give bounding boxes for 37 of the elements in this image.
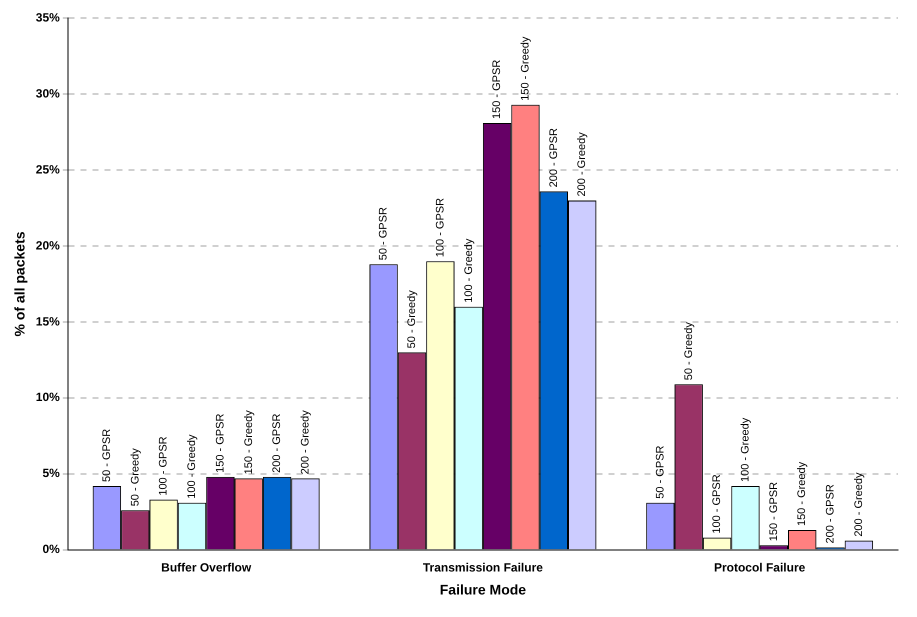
text: 200 - GPSR: [271, 414, 284, 473]
text: 150 - Greedy: [242, 410, 255, 474]
text: 200 - GPSR: [548, 128, 560, 188]
y-tick-label: 35%: [36, 10, 60, 25]
y-tick-label: 25%: [36, 162, 60, 176]
x-tick-label: Protocol Failure: [714, 560, 806, 574]
x-axis-title: Failure Mode: [440, 581, 526, 598]
text: 150 - GPSR: [491, 60, 504, 119]
y-tick-label: 5%: [42, 466, 60, 480]
text: 50 - GPSR: [378, 207, 390, 260]
text: 100 - Greedy: [462, 238, 475, 303]
text: 200 - Greedy: [852, 472, 865, 537]
y-tick-label: 30%: [36, 86, 60, 100]
text: 50 - Greedy: [406, 290, 418, 348]
y-tick-label: 0%: [42, 542, 60, 556]
text: 150 - GPSR: [768, 482, 780, 542]
text: 100 - GPSR: [711, 474, 724, 534]
y-tick-label: 20%: [36, 238, 60, 252]
x-tick-label: Buffer Overflow: [161, 560, 252, 574]
text: 200 - GPSR: [824, 484, 837, 544]
y-tick-label: 15%: [36, 314, 60, 328]
text: 150 - GPSR: [214, 414, 226, 473]
text: 100 - GPSR: [434, 198, 446, 258]
text: 100 - Greedy: [186, 434, 198, 499]
text: 200 - Greedy: [299, 410, 312, 474]
y-tick-label: 10%: [36, 390, 60, 404]
text: 50 - Greedy: [682, 322, 695, 380]
text: 50 - GPSR: [100, 428, 113, 482]
text: 200 - Greedy: [576, 132, 588, 196]
y-axis-title: % of all packets: [11, 231, 28, 337]
text: 150 - Greedy: [519, 36, 532, 101]
x-tick-label: Transmission Failure: [422, 560, 544, 574]
text: 100 - GPSR: [158, 436, 170, 496]
text: 150 - Greedy: [796, 462, 808, 526]
text: 100 - Greedy: [739, 418, 752, 482]
text: 50 - Greedy: [129, 448, 142, 506]
text: 50 - GPSR: [654, 446, 666, 499]
